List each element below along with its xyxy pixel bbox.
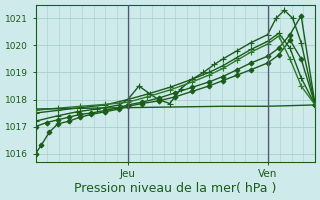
X-axis label: Pression niveau de la mer( hPa ): Pression niveau de la mer( hPa ) [74,182,276,195]
